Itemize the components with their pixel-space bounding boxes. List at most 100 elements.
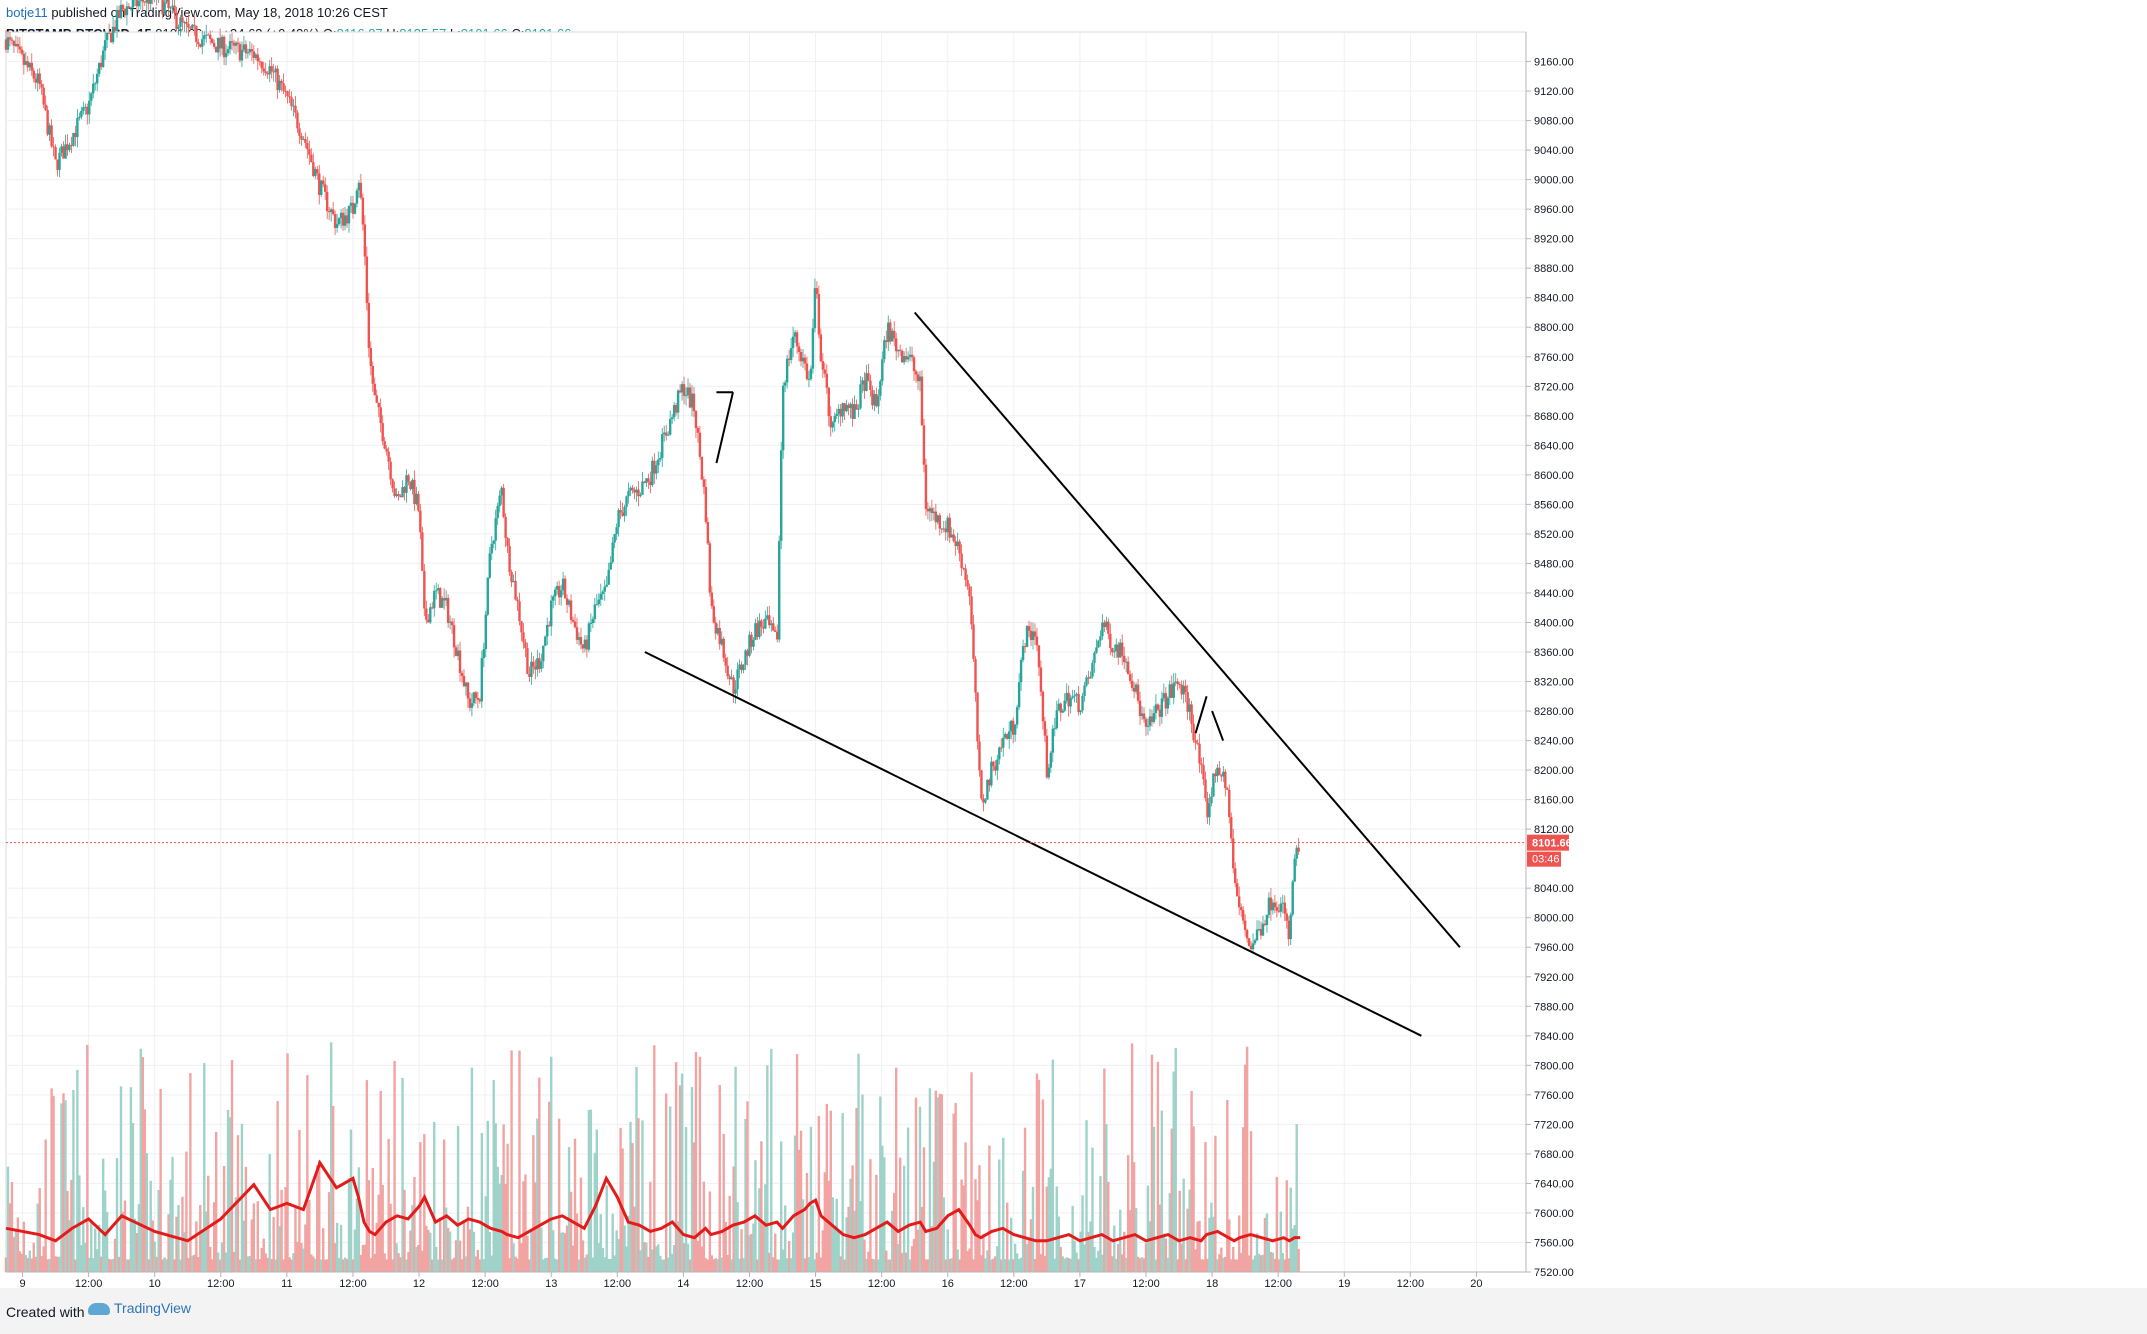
volume-bar xyxy=(133,1218,137,1272)
y-tick-label: 8760.00 xyxy=(1534,352,1574,364)
candle-body xyxy=(1023,646,1027,648)
volume-bar xyxy=(167,1214,170,1272)
volume-bar xyxy=(912,1239,916,1272)
y-tick-label: 9000.00 xyxy=(1534,175,1574,187)
candle-body xyxy=(1079,710,1082,713)
candle-body xyxy=(611,542,614,563)
candle-body xyxy=(698,432,702,457)
candle-body xyxy=(371,365,374,384)
candle-body xyxy=(490,543,493,554)
volume-bar xyxy=(520,1243,523,1272)
candle-body xyxy=(252,51,256,58)
candle-body xyxy=(1180,684,1183,695)
volume-bar xyxy=(468,1229,472,1272)
price-chart[interactable]: 9160.00 9120.00 9080.00 9040.00 9000.00 8960.… xyxy=(0,0,2147,1288)
volume-bar xyxy=(193,1254,196,1272)
chart-grid xyxy=(5,31,1527,1273)
candle-body xyxy=(1140,713,1144,717)
volume-bar xyxy=(343,1257,347,1272)
volume-bar xyxy=(171,1156,174,1272)
volume-bar xyxy=(331,1105,335,1272)
volume-bar xyxy=(585,1254,589,1272)
candle-body xyxy=(149,0,152,4)
volume-bar xyxy=(389,1203,392,1272)
volume-bar xyxy=(526,1235,529,1272)
volume-bar xyxy=(978,1165,981,1272)
volume-bar xyxy=(1168,1193,1171,1272)
candle-body xyxy=(320,180,323,195)
countdown-label: 03:46 xyxy=(1532,854,1560,866)
candle-body xyxy=(68,144,71,151)
candle-body xyxy=(768,615,771,626)
volume-bar xyxy=(964,1142,967,1272)
candle-body xyxy=(728,676,731,680)
volume-bar xyxy=(770,1048,773,1272)
candle-body xyxy=(1297,847,1300,852)
tradingview-logo[interactable]: TradingView xyxy=(88,1300,191,1316)
volume-bar xyxy=(137,1204,141,1272)
volume-bar xyxy=(478,1259,482,1272)
candle-body xyxy=(1178,684,1181,686)
volume-bar xyxy=(768,1252,771,1272)
candle-body xyxy=(34,78,37,83)
volume-bar xyxy=(427,1229,430,1272)
candle-body xyxy=(288,96,291,98)
volume-bar xyxy=(516,1258,519,1272)
candle-body xyxy=(1067,692,1070,707)
volume-bar xyxy=(651,1249,654,1272)
volume-bar xyxy=(238,1259,242,1272)
volume-bar xyxy=(813,1259,817,1272)
volume-bar xyxy=(1027,1237,1031,1272)
volume-bar xyxy=(224,1252,228,1272)
volume-bar xyxy=(950,1258,953,1272)
volume-bar xyxy=(827,1180,830,1272)
volume-bar xyxy=(294,1206,297,1272)
candle-body xyxy=(791,336,795,349)
candle-body xyxy=(1158,709,1162,717)
candle-body xyxy=(1027,626,1031,631)
volume-bar xyxy=(470,1067,474,1272)
x-tick-label: 17 xyxy=(1074,1278,1086,1288)
x-tick-label: 20 xyxy=(1470,1278,1482,1288)
candle-body xyxy=(514,580,517,600)
volume-bar xyxy=(865,1258,868,1272)
volume-bar xyxy=(1031,1186,1035,1272)
candle-body xyxy=(641,481,644,495)
volume-bar xyxy=(324,1259,327,1272)
volume-bar xyxy=(1210,1202,1213,1272)
footer-bar: Created with TradingView xyxy=(0,1288,2147,1334)
candle-body xyxy=(1241,910,1245,921)
candle-body xyxy=(696,427,700,433)
volume-bar xyxy=(70,1179,73,1272)
volume-bar xyxy=(76,1069,79,1272)
volume-bar xyxy=(1073,1240,1076,1272)
volume-bar xyxy=(984,1258,987,1272)
volume-bar xyxy=(462,1220,466,1272)
candle-body xyxy=(1142,713,1146,720)
candle-body xyxy=(877,395,880,407)
author-link[interactable]: botje11 xyxy=(6,5,48,20)
volume-bar xyxy=(1138,1258,1142,1272)
volume-bar xyxy=(528,1259,531,1272)
volume-bar xyxy=(1061,1256,1064,1272)
candle-body xyxy=(395,494,398,497)
volume-bar xyxy=(399,1257,402,1272)
volume-bar xyxy=(714,1258,717,1272)
candle-body xyxy=(916,374,920,382)
volume-bar xyxy=(141,1057,144,1272)
volume-bar xyxy=(490,1255,493,1272)
volume-bar xyxy=(938,1093,942,1272)
volume-bar xyxy=(918,1106,922,1272)
candle-body xyxy=(1037,645,1041,668)
candle-body xyxy=(776,631,779,640)
candle-body xyxy=(1059,703,1062,713)
candle-body xyxy=(653,460,656,474)
volume-bar xyxy=(772,1257,775,1272)
volume-bar xyxy=(339,1224,343,1272)
candle-body xyxy=(637,489,640,497)
volume-bar xyxy=(1279,1211,1283,1272)
x-tick-label: 13 xyxy=(545,1278,557,1288)
volume-bar xyxy=(363,1244,367,1272)
candle-body xyxy=(298,128,301,136)
volume-bar xyxy=(452,1257,456,1272)
